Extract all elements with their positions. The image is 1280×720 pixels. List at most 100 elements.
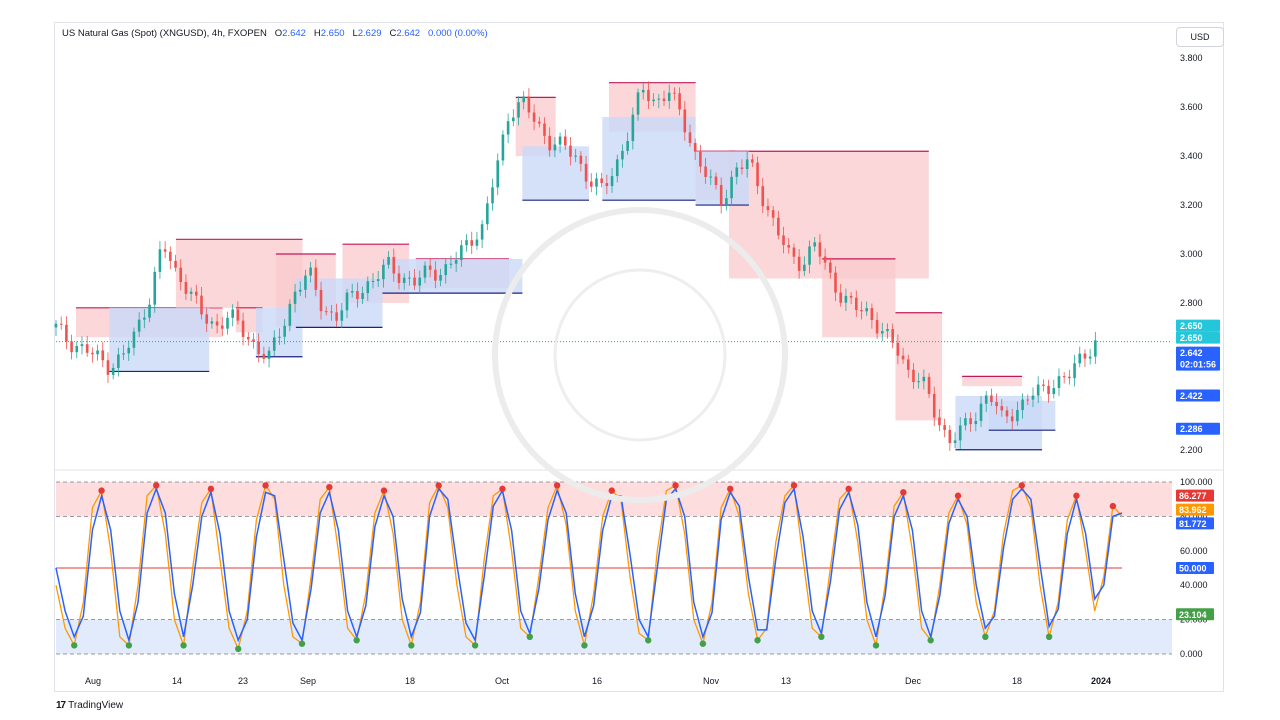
candle-body — [1094, 340, 1097, 357]
price-tag — [1176, 331, 1220, 344]
y-axis-tick-label: 3.800 — [1180, 53, 1203, 63]
osc-k-line — [55, 486, 1123, 644]
overbought-dot — [553, 482, 561, 489]
candle-body — [704, 166, 707, 177]
overbought-dot — [207, 485, 215, 493]
candle-body — [361, 293, 364, 300]
candle-body — [875, 320, 879, 334]
candle-body — [964, 418, 967, 426]
candle-body — [1073, 363, 1076, 379]
candle-body — [236, 309, 240, 321]
candle-body — [117, 354, 120, 368]
overbought-dot — [900, 489, 907, 496]
candle-body — [673, 92, 676, 94]
candle-body — [948, 429, 952, 443]
price-tag-label: 2.650 — [1180, 333, 1203, 343]
price-tag-label: 2.650 — [1180, 321, 1203, 331]
overbought-dot — [326, 483, 333, 491]
overbought-dot — [1073, 492, 1080, 499]
candle-body — [101, 350, 105, 361]
symbol-title[interactable]: US Natural Gas (Spot) (XNGUSD), 4h, FXOP… — [62, 28, 267, 39]
osc-dots-group — [71, 482, 1117, 653]
bear-zone — [728, 151, 929, 279]
candle-body — [912, 369, 915, 383]
candle-body — [392, 256, 396, 274]
bull-zone — [382, 258, 523, 294]
y-axis-tick-label: 2.800 — [1180, 298, 1203, 308]
tradingview-logo[interactable]: 17 TradingView — [56, 700, 123, 711]
candle-body — [803, 264, 806, 271]
oversold-dot — [408, 642, 415, 649]
candle-body — [771, 210, 775, 218]
candle-body — [366, 281, 370, 294]
candle-body — [267, 350, 271, 359]
candle-body — [96, 350, 99, 355]
change-value: 0.000 (0.00%) — [428, 28, 488, 39]
candle-body — [797, 256, 801, 271]
candle-body — [163, 249, 167, 252]
osc-y-tick-label: 40.000 — [1180, 580, 1208, 590]
tradingview-name: TradingView — [68, 700, 124, 711]
currency-button[interactable]: USD — [1176, 27, 1224, 47]
candle-body — [54, 323, 58, 328]
candle-body — [979, 403, 983, 421]
oversold-dot — [818, 633, 825, 640]
overbought-dot — [790, 482, 798, 489]
oversold-dot — [353, 637, 360, 644]
candle-body — [288, 303, 292, 326]
bull-zone — [602, 116, 696, 201]
candle-body — [647, 89, 650, 102]
overbought-dot — [1018, 482, 1025, 489]
candle-body — [657, 98, 661, 100]
candle-body — [683, 109, 687, 133]
candle-body — [1016, 410, 1019, 422]
candle-body — [1010, 416, 1014, 422]
candle-body — [823, 256, 827, 263]
candle-body — [418, 277, 422, 286]
candle-body — [543, 123, 546, 136]
candle-body — [766, 206, 770, 211]
candle-body — [537, 121, 541, 124]
candle-body — [777, 217, 780, 236]
candle-body — [943, 425, 946, 430]
overbought-dot — [153, 482, 160, 489]
candle-body — [189, 291, 193, 294]
candle-body — [699, 151, 702, 167]
candle-body — [782, 235, 785, 245]
price-tag — [1176, 389, 1220, 402]
chart-frame — [54, 22, 1224, 692]
candle-body — [434, 269, 437, 281]
candle-body — [1021, 399, 1024, 411]
candle-body — [870, 308, 874, 321]
candle-body — [735, 167, 739, 177]
candle-body — [1005, 410, 1009, 417]
candle-body — [501, 134, 505, 161]
candle-body — [829, 262, 832, 273]
oversold-dot — [645, 637, 652, 644]
candle-body — [70, 341, 73, 353]
overbought-dot — [98, 487, 105, 494]
candle-body — [506, 121, 510, 135]
candle-body — [491, 187, 494, 204]
candle-body — [241, 320, 245, 337]
x-axis-tick-label: 13 — [781, 676, 791, 686]
x-axis-tick-label: 23 — [238, 676, 248, 686]
bull-zone — [522, 146, 589, 201]
candle-body — [615, 159, 619, 177]
candle-body — [652, 99, 655, 102]
y-axis-tick-label: 3.000 — [1180, 249, 1203, 259]
candle-body — [751, 159, 754, 163]
candle-body — [231, 309, 234, 318]
oversold-dot — [1045, 633, 1053, 640]
osc-value-tag — [1176, 608, 1214, 621]
price-tag-label: 2.642 — [1180, 348, 1203, 358]
candle-body — [111, 367, 115, 375]
osc-y-tick-label: 100.000 — [1180, 477, 1213, 487]
candle-body — [605, 183, 609, 187]
candle-body — [1036, 384, 1040, 396]
oversold-dot — [235, 645, 242, 653]
candle-body — [215, 321, 219, 326]
candle-body — [345, 292, 349, 311]
candle-body — [340, 310, 344, 321]
